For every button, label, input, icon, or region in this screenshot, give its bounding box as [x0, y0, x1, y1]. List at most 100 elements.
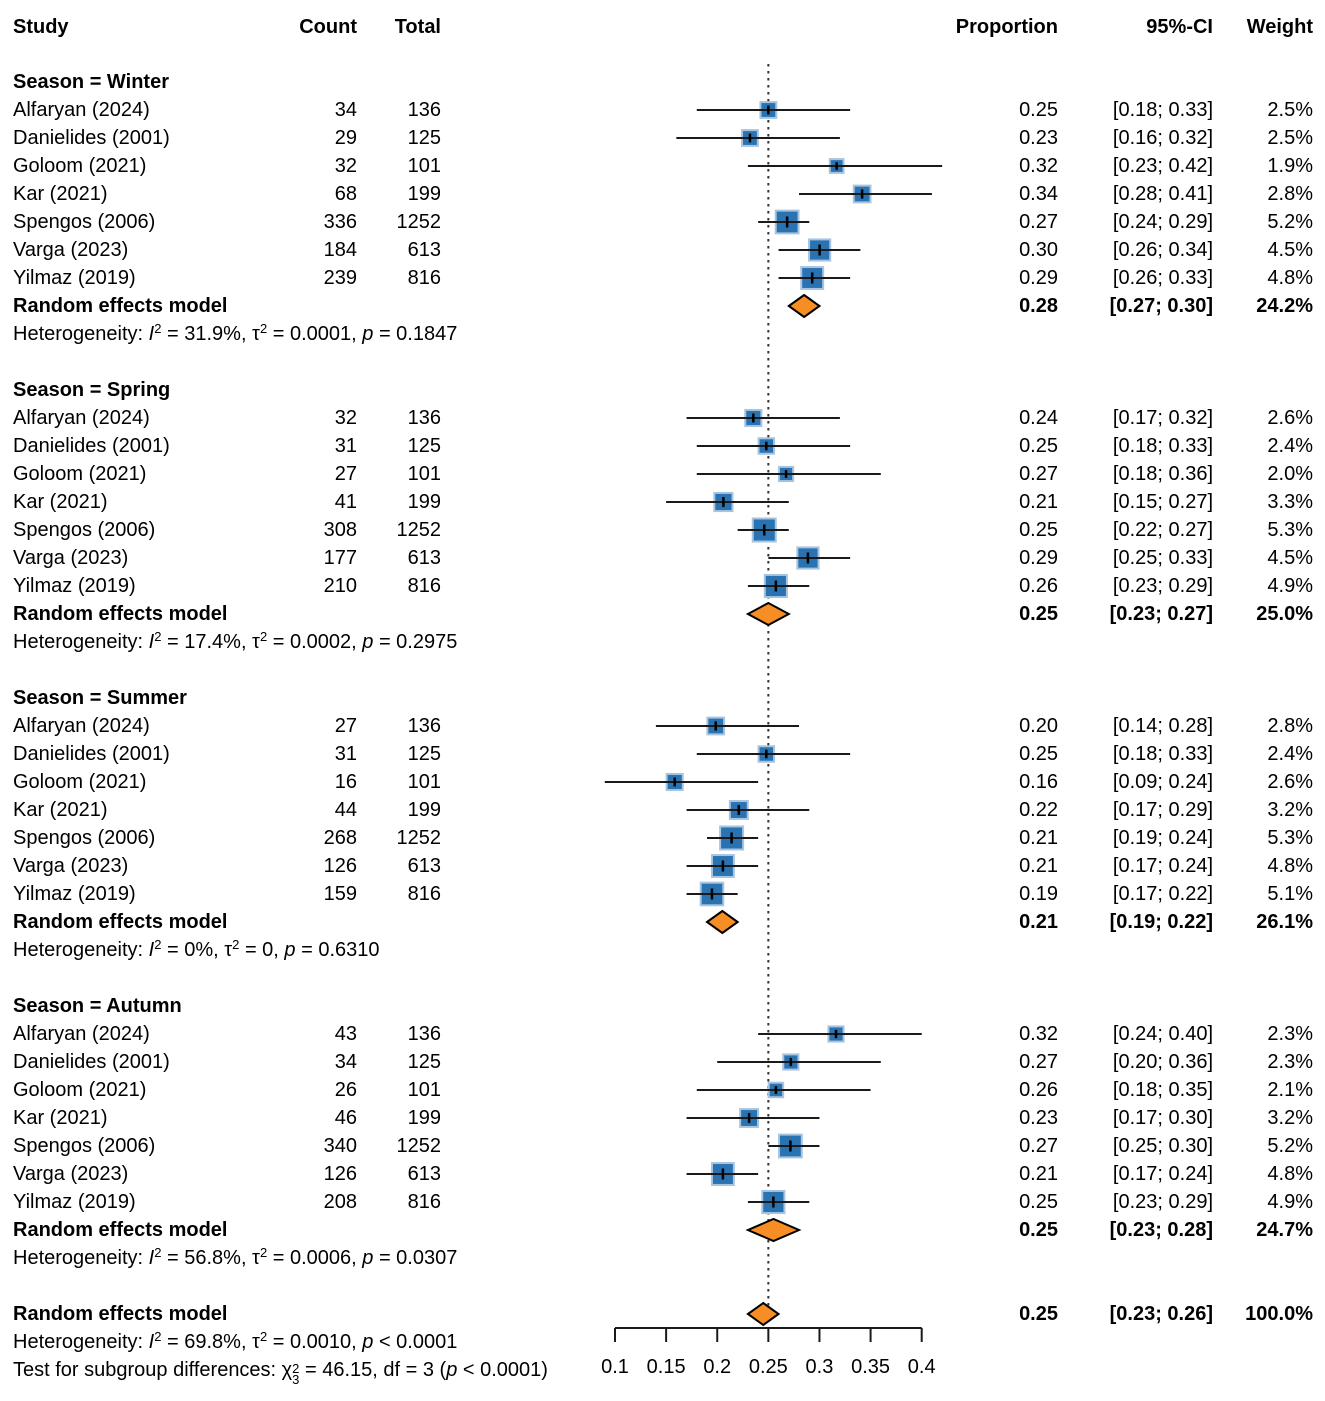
- overall-random-effects-label: Random effects model: [13, 1303, 228, 1325]
- heterogeneity-row: Heterogeneity: I2 = 56.8%, τ2 = 0.0006, …: [13, 1245, 458, 1269]
- study-count: 177: [323, 547, 357, 569]
- study-total: 101: [407, 155, 441, 177]
- study-name: Alfaryan (2024): [13, 1023, 150, 1045]
- study-weight: 3.2%: [1267, 1107, 1313, 1129]
- study-name: Goloom (2021): [13, 1079, 147, 1101]
- study-proportion: 0.27: [1019, 463, 1058, 485]
- subgroup-header: Season = Summer: [13, 687, 187, 709]
- study-weight: 3.3%: [1267, 491, 1313, 513]
- study-name: Danielides (2001): [13, 127, 170, 149]
- study-weight: 3.2%: [1267, 799, 1313, 821]
- study-weight: 2.0%: [1267, 463, 1313, 485]
- study-count: 32: [334, 407, 357, 429]
- study-weight: 5.2%: [1267, 1135, 1313, 1157]
- study-total: 613: [407, 239, 441, 261]
- study-count: 27: [334, 715, 357, 737]
- study-ci: [0.16; 0.32]: [1112, 127, 1213, 149]
- study-proportion: 0.21: [1019, 827, 1058, 849]
- study-total: 136: [407, 715, 441, 737]
- column-header-study: Study: [13, 16, 69, 38]
- study-count: 34: [334, 99, 357, 121]
- study-weight: 2.6%: [1267, 771, 1313, 793]
- x-axis-tick-label: 0.3: [805, 1356, 834, 1378]
- study-total: 199: [407, 799, 441, 821]
- study-ci: [0.18; 0.36]: [1112, 463, 1213, 485]
- x-axis-tick-label: 0.4: [907, 1356, 936, 1378]
- study-total: 125: [407, 1051, 441, 1073]
- study-total: 1252: [396, 1135, 442, 1157]
- study-total: 613: [407, 855, 441, 877]
- subgroup-header: Season = Spring: [13, 379, 171, 401]
- random-effects-label: Random effects model: [13, 295, 228, 317]
- summary-weight: 24.2%: [1256, 295, 1313, 317]
- study-total: 816: [407, 883, 441, 905]
- study-proportion: 0.23: [1019, 1107, 1058, 1129]
- heterogeneity-row: Heterogeneity: I2 = 17.4%, τ2 = 0.0002, …: [13, 629, 458, 653]
- study-count: 68: [334, 183, 357, 205]
- study-total: 125: [407, 743, 441, 765]
- study-name: Spengos (2006): [13, 211, 156, 233]
- study-proportion: 0.25: [1019, 99, 1058, 121]
- study-weight: 2.4%: [1267, 435, 1313, 457]
- study-ci: [0.15; 0.27]: [1112, 491, 1213, 513]
- study-proportion: 0.22: [1019, 799, 1058, 821]
- study-weight: 2.8%: [1267, 715, 1313, 737]
- study-weight: 2.3%: [1267, 1023, 1313, 1045]
- summary-diamond: [705, 909, 740, 935]
- study-name: Goloom (2021): [13, 771, 147, 793]
- summary-weight: 24.7%: [1256, 1219, 1313, 1241]
- study-proportion: 0.16: [1019, 771, 1058, 793]
- study-count: 268: [323, 827, 357, 849]
- study-name: Goloom (2021): [13, 155, 147, 177]
- study-proportion: 0.27: [1019, 211, 1058, 233]
- summary-diamond: [746, 1301, 781, 1327]
- study-name: Varga (2023): [13, 1163, 129, 1185]
- study-name: Kar (2021): [13, 183, 108, 205]
- study-ci: [0.28; 0.41]: [1112, 183, 1213, 205]
- study-ci: [0.19; 0.24]: [1112, 827, 1213, 849]
- x-axis-tick-label: 0.35: [851, 1356, 891, 1378]
- study-ci: [0.24; 0.40]: [1112, 1023, 1213, 1045]
- study-ci: [0.23; 0.29]: [1112, 575, 1213, 597]
- study-name: Alfaryan (2024): [13, 407, 150, 429]
- study-proportion: 0.24: [1019, 407, 1058, 429]
- study-ci: [0.17; 0.30]: [1112, 1107, 1213, 1129]
- study-name: Kar (2021): [13, 1107, 108, 1129]
- study-weight: 5.3%: [1267, 827, 1313, 849]
- study-proportion: 0.32: [1019, 155, 1058, 177]
- study-weight: 5.3%: [1267, 519, 1313, 541]
- study-count: 159: [323, 883, 357, 905]
- study-count: 308: [323, 519, 357, 541]
- study-count: 16: [334, 771, 357, 793]
- column-header-ci: 95%-CI: [1146, 16, 1213, 38]
- study-count: 340: [323, 1135, 357, 1157]
- study-name: Yilmaz (2019): [13, 883, 136, 905]
- study-name: Spengos (2006): [13, 519, 156, 541]
- random-effects-label: Random effects model: [13, 1219, 228, 1241]
- study-total: 101: [407, 1079, 441, 1101]
- study-count: 27: [334, 463, 357, 485]
- summary-ci: [0.27; 0.30]: [1109, 295, 1213, 317]
- study-total: 199: [407, 183, 441, 205]
- subgroup-header: Season = Winter: [13, 71, 169, 93]
- study-weight: 4.8%: [1267, 1163, 1313, 1185]
- column-header-proportion: Proportion: [955, 16, 1058, 38]
- study-proportion: 0.27: [1019, 1051, 1058, 1073]
- study-count: 239: [323, 267, 357, 289]
- study-ci: [0.25; 0.30]: [1112, 1135, 1213, 1157]
- overall-ci: [0.23; 0.26]: [1109, 1303, 1213, 1325]
- study-name: Alfaryan (2024): [13, 715, 150, 737]
- study-name: Spengos (2006): [13, 827, 156, 849]
- x-axis-tick-label: 0.2: [703, 1356, 732, 1378]
- study-ci: [0.17; 0.29]: [1112, 799, 1213, 821]
- study-name: Danielides (2001): [13, 1051, 170, 1073]
- study-proportion: 0.21: [1019, 855, 1058, 877]
- study-name: Varga (2023): [13, 239, 129, 261]
- study-weight: 2.3%: [1267, 1051, 1313, 1073]
- study-name: Danielides (2001): [13, 435, 170, 457]
- study-proportion: 0.21: [1019, 1163, 1058, 1185]
- x-axis-tick-label: 0.25: [748, 1356, 788, 1378]
- study-total: 199: [407, 491, 441, 513]
- study-count: 29: [334, 127, 357, 149]
- study-ci: [0.23; 0.29]: [1112, 1191, 1213, 1213]
